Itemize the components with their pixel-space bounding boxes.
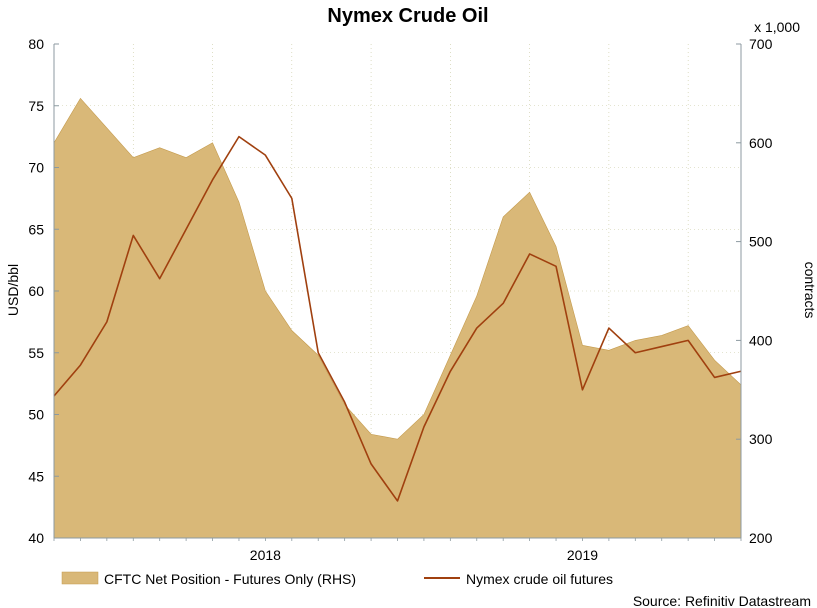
left-tick-label: 40 [28,530,44,546]
right-tick-label: 300 [749,431,773,447]
legend-label-line: Nymex crude oil futures [466,571,613,587]
legend-swatch-area [61,571,99,585]
source-note: Source: Refinitiv Datastream [633,593,811,608]
right-tick-label: 600 [749,135,773,151]
x-tick-labels: 2018 2019 [250,547,598,563]
right-tick-label: 700 [749,36,773,52]
left-tick-label: 70 [28,160,44,176]
right-tick-label: 400 [749,332,773,348]
legend: CFTC Net Position - Futures Only (RHS) N… [61,571,613,587]
left-tick-label: 80 [28,36,44,52]
right-axis-label: contracts [802,262,817,319]
left-tick-label: 50 [28,407,44,423]
left-tick-labels: 40 45 50 55 60 65 70 75 80 [28,36,44,546]
chart-title: Nymex Crude Oil [327,5,488,27]
left-tick-label: 65 [28,221,44,237]
axes [53,43,742,541]
left-tick-label: 55 [28,345,44,361]
x-tick-label: 2018 [250,547,281,563]
right-axis-multiplier: x 1,000 [754,19,800,35]
legend-label-area: CFTC Net Position - Futures Only (RHS) [104,571,356,587]
right-tick-label: 200 [749,530,773,546]
series-line-nymex-crude-oil-futures [53,135,742,502]
right-tick-label: 500 [749,234,773,250]
line-layer [53,135,742,502]
x-tick-label: 2019 [567,547,598,563]
right-tick-labels: 200 300 400 500 600 700 [749,36,773,546]
area-layer [53,97,742,539]
left-tick-label: 75 [28,98,44,114]
series-area-cftc-net-position [53,97,742,539]
left-tick-label: 60 [28,283,44,299]
left-tick-label: 45 [28,468,44,484]
left-axis-label: USD/bbl [5,264,21,316]
